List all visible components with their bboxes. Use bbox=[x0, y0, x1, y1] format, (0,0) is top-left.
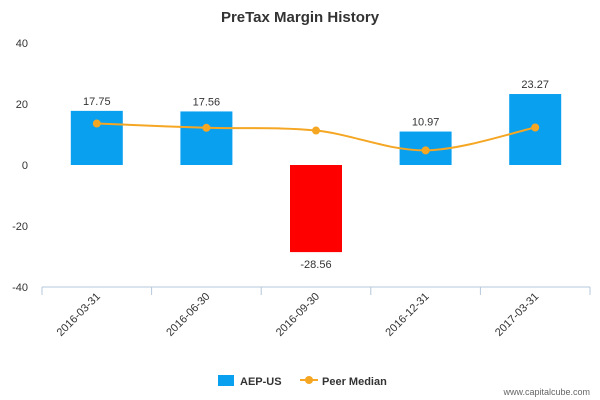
bar-2016-09-30[interactable] bbox=[290, 165, 342, 253]
bar-2016-06-30[interactable] bbox=[180, 111, 233, 165]
x-tick-label: 2017-03-31 bbox=[493, 291, 541, 339]
peer-median-point[interactable] bbox=[312, 126, 320, 135]
y-tick-label: -20 bbox=[12, 221, 28, 233]
x-tick-label: 2016-09-30 bbox=[274, 291, 322, 339]
y-axis-ticks: 40 20 0 -20 -40 bbox=[12, 38, 28, 294]
data-label: -28.56 bbox=[300, 259, 331, 271]
legend: AEP-US Peer Median bbox=[218, 375, 387, 388]
legend-peer-label[interactable]: Peer Median bbox=[322, 376, 387, 388]
chart-title: PreTax Margin History bbox=[221, 9, 380, 26]
bars bbox=[70, 94, 562, 253]
bar-2016-03-31[interactable] bbox=[70, 110, 123, 165]
x-tick-label: 2016-06-30 bbox=[164, 291, 212, 339]
peer-median-point[interactable] bbox=[421, 146, 430, 155]
x-tick-label: 2016-03-31 bbox=[55, 291, 103, 339]
credit-text: www.capitalcube.com bbox=[502, 387, 590, 397]
data-label: 23.27 bbox=[521, 79, 549, 91]
x-axis: 2016-03-31 2016-06-30 2016-09-30 2016-12-31… bbox=[41, 286, 591, 339]
data-labels: 17.75 17.56 -28.56 10.97 23.27 bbox=[83, 79, 549, 271]
legend-peer-marker bbox=[305, 376, 313, 384]
data-label: 10.97 bbox=[412, 117, 440, 129]
legend-aep-swatch bbox=[218, 375, 234, 386]
data-label: 17.56 bbox=[193, 96, 221, 108]
y-tick-label: -40 bbox=[12, 282, 28, 294]
peer-median-line bbox=[92, 119, 540, 155]
peer-median-point[interactable] bbox=[202, 123, 211, 132]
y-tick-label: 20 bbox=[16, 99, 28, 111]
peer-median-point[interactable] bbox=[92, 119, 101, 128]
data-label: 17.75 bbox=[83, 96, 111, 108]
y-tick-label: 0 bbox=[22, 160, 28, 172]
y-tick-label: 40 bbox=[16, 38, 28, 50]
legend-aep-label[interactable]: AEP-US bbox=[240, 376, 282, 388]
x-tick-label: 2016-12-31 bbox=[383, 291, 431, 339]
peer-median-point[interactable] bbox=[531, 123, 540, 132]
